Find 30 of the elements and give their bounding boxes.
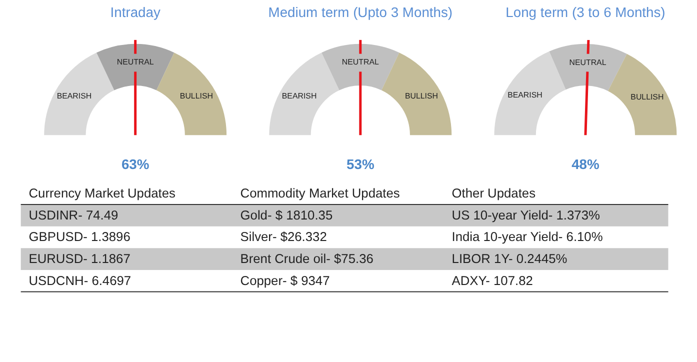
slice-label: NEUTRAL — [342, 58, 380, 67]
text: USDCNH- 6.4697 — [28, 272, 132, 288]
slice-label: BEARISH — [56, 91, 92, 100]
text: ADXY- 107.82 — [452, 272, 533, 288]
text: LIBOR 1Y- 0.2445% — [452, 251, 568, 266]
text: GBPUSD- 1.3896 — [28, 229, 130, 244]
text: India 10-year Yield- 6.10% — [452, 229, 603, 244]
text: Commodity Market Updates — [240, 186, 400, 201]
chart-title: Intraday — [110, 4, 160, 20]
slice-label: BEARISH — [508, 90, 543, 100]
text: USDINR- 74.49 — [28, 207, 118, 222]
text: US 10-year Yield- 1.373% — [452, 207, 600, 222]
slice-label: NEUTRAL — [569, 58, 607, 67]
text: 63% — [121, 156, 150, 172]
text: Other Updates — [452, 186, 536, 201]
chart-title: Long term (3 to 6 Months) — [506, 4, 666, 20]
slice-label: BEARISH — [282, 91, 317, 100]
slice-label: BULLISH — [180, 91, 214, 100]
slice-label: BULLISH — [404, 91, 438, 100]
text: EURUSD- 1.1867 — [28, 251, 130, 266]
text: Currency Market Updates — [28, 186, 176, 201]
text: Silver- $26.332 — [240, 229, 327, 244]
slice-label: BULLISH — [630, 92, 664, 102]
text: Brent Crude oil- $75.36 — [240, 251, 374, 266]
chart-title: Medium term (Upto 3 Months) — [268, 4, 453, 20]
slice-label: NEUTRAL — [116, 58, 154, 67]
text: Gold- $ 1810.35 — [240, 207, 333, 222]
text: 53% — [346, 156, 374, 172]
text: 48% — [572, 156, 600, 172]
text: Copper- $ 9347 — [240, 272, 330, 288]
